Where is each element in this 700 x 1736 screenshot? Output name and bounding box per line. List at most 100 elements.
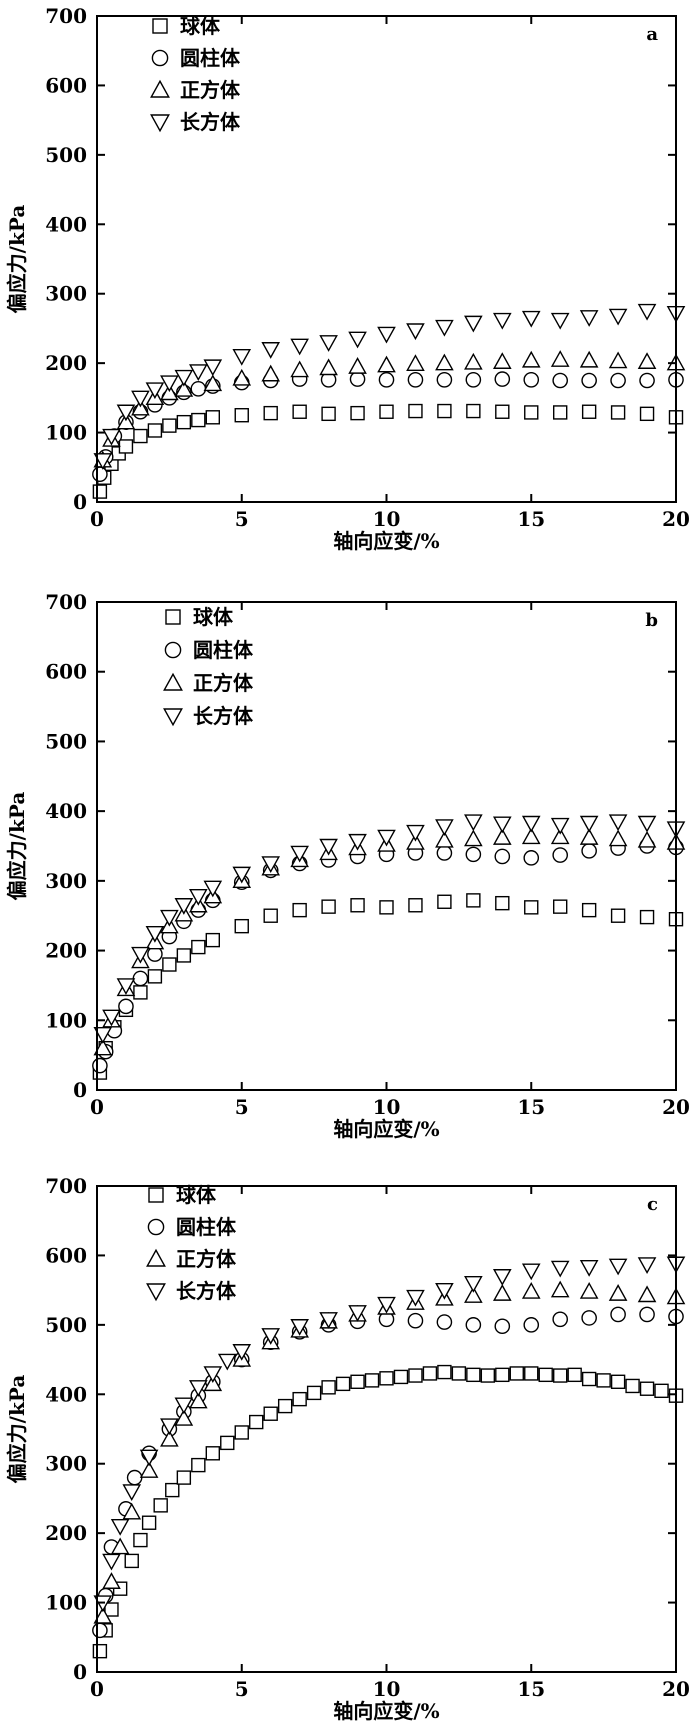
legend-label: 圆柱体 xyxy=(180,46,241,70)
data-point-cuboid xyxy=(492,1269,512,1286)
data-point-sphere xyxy=(379,404,394,419)
x-tick-label: 0 xyxy=(90,1677,104,1701)
data-point-cube xyxy=(637,1285,657,1303)
data-point-sphere xyxy=(466,1367,481,1383)
x-axis-label: 轴向应变/% xyxy=(333,1699,439,1723)
y-tick-label: 600 xyxy=(45,1243,87,1267)
data-point-sphere xyxy=(495,404,510,419)
data-point-sphere xyxy=(263,1406,278,1421)
data-point-sphere xyxy=(234,918,249,934)
panel-label: a xyxy=(646,24,658,45)
data-point-sphere xyxy=(292,404,307,419)
data-point-cube xyxy=(521,827,541,845)
data-point-cube xyxy=(550,350,570,367)
data-point-sphere xyxy=(335,1376,351,1392)
y-tick-label: 400 xyxy=(45,1382,87,1406)
data-point-cylinder xyxy=(436,1314,453,1330)
data-point-sphere xyxy=(581,404,597,419)
data-point-sphere xyxy=(553,1368,568,1383)
data-point-sphere xyxy=(495,895,510,911)
data-point-cube xyxy=(608,351,628,369)
data-point-sphere xyxy=(118,439,134,454)
legend-marker xyxy=(150,79,170,98)
x-tick-label: 20 xyxy=(662,1677,690,1701)
data-point-sphere xyxy=(553,405,568,420)
data-point-cube xyxy=(122,1502,142,1520)
data-point-sphere xyxy=(437,1364,452,1380)
data-point-cylinder xyxy=(92,1622,108,1639)
y-tick-label: 100 xyxy=(45,1008,87,1032)
y-tick-label: 400 xyxy=(45,799,87,823)
data-point-cube xyxy=(290,360,309,378)
x-tick-label: 5 xyxy=(235,1095,249,1119)
y-axis-label: 偏应力/kPa xyxy=(5,1375,29,1484)
data-point-cuboid xyxy=(319,1312,338,1329)
data-point-cube xyxy=(521,350,541,368)
data-point-sphere xyxy=(191,939,206,955)
legend-label: 长方体 xyxy=(180,110,241,134)
data-point-sphere xyxy=(191,412,206,428)
data-point-cube xyxy=(579,350,599,368)
data-point-sphere xyxy=(92,1643,108,1659)
data-point-sphere xyxy=(639,406,655,422)
data-point-sphere xyxy=(610,405,626,420)
data-point-cylinder xyxy=(552,372,569,389)
data-point-sphere xyxy=(205,1446,221,1461)
data-point-sphere xyxy=(176,414,192,430)
y-tick-label: 600 xyxy=(45,73,87,97)
data-point-sphere xyxy=(524,405,539,420)
data-point-sphere xyxy=(133,985,148,1000)
data-point-sphere xyxy=(205,410,221,425)
data-point-cuboid xyxy=(637,815,657,833)
data-point-cube xyxy=(116,412,136,430)
data-point-cuboid xyxy=(377,829,396,847)
data-point-cylinder xyxy=(465,846,482,863)
data-point-cube xyxy=(348,357,367,374)
data-point-sphere xyxy=(124,1553,139,1569)
data-point-cuboid xyxy=(189,1380,208,1397)
data-point-cuboid xyxy=(232,349,252,366)
legend-marker xyxy=(163,672,183,691)
data-point-cube xyxy=(406,354,425,372)
data-point-sphere xyxy=(581,1371,597,1387)
data-point-cuboid xyxy=(319,335,338,352)
data-point-cylinder xyxy=(494,848,511,865)
data-point-sphere xyxy=(133,1532,148,1548)
data-point-cuboid xyxy=(521,815,541,833)
legend-label: 球体 xyxy=(193,605,234,629)
data-point-sphere xyxy=(92,484,108,499)
data-point-cuboid xyxy=(217,1353,237,1371)
data-point-sphere xyxy=(610,1374,626,1389)
y-tick-label: 0 xyxy=(73,1660,87,1684)
y-tick-label: 400 xyxy=(45,212,87,236)
legend-marker xyxy=(164,641,182,659)
x-axis-label: 轴向应变/% xyxy=(333,529,439,553)
data-point-sphere xyxy=(165,1482,180,1498)
data-point-cuboid xyxy=(377,1296,396,1314)
data-point-sphere xyxy=(509,1366,524,1381)
data-point-cylinder xyxy=(92,466,108,483)
data-point-sphere xyxy=(408,1368,423,1383)
data-point-sphere xyxy=(277,1398,293,1414)
data-point-cuboid xyxy=(492,312,512,330)
data-point-sphere xyxy=(393,1369,409,1385)
data-point-sphere xyxy=(263,908,278,923)
y-tick-label: 300 xyxy=(45,1452,87,1476)
data-point-cube xyxy=(550,1280,570,1298)
data-point-cube xyxy=(435,830,454,848)
data-point-cube xyxy=(521,1281,541,1299)
data-point-sphere xyxy=(292,902,307,918)
x-axis-label: 轴向应变/% xyxy=(333,1117,439,1141)
data-point-sphere xyxy=(596,1373,611,1388)
data-point-cube xyxy=(435,353,454,371)
y-axis-label: 偏应力/kPa xyxy=(5,792,29,901)
data-point-cylinder xyxy=(552,847,569,863)
x-tick-label: 15 xyxy=(517,507,545,531)
data-point-cylinder xyxy=(190,381,207,397)
data-point-sphere xyxy=(176,1470,192,1485)
chart-panel-c: 0 5 10 15 200100200300400500600700轴向应变/%偏应力/… xyxy=(5,1174,690,1723)
data-point-sphere xyxy=(249,1414,264,1430)
data-point-cuboid xyxy=(102,1553,121,1571)
data-point-cylinder xyxy=(465,1317,482,1333)
